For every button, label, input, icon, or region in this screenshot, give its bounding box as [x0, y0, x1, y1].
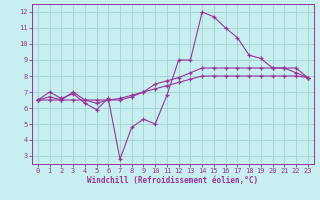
X-axis label: Windchill (Refroidissement éolien,°C): Windchill (Refroidissement éolien,°C) [87, 176, 258, 185]
